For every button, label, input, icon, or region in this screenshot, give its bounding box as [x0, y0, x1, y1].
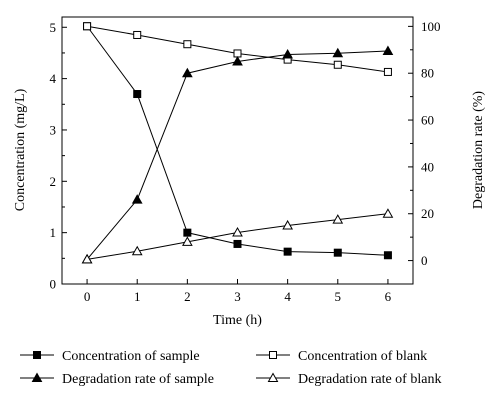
- data-point: [383, 67, 392, 76]
- x-tick-label: 5: [335, 289, 342, 304]
- legend-item-conc-sample: Concentration of sample: [20, 349, 200, 364]
- data-point: [183, 40, 192, 49]
- y-left-tick-label: 5: [50, 20, 57, 35]
- y-axis-right: 0 20 40 60 80 100: [408, 19, 441, 268]
- data-point: [283, 247, 292, 256]
- y-axis-left: 0 1 2 3 4 5: [50, 20, 67, 292]
- y-right-tick-label: 100: [421, 19, 441, 34]
- x-axis: 0 1 2 3 4 5 6: [84, 279, 392, 304]
- y-right-tick-label: 0: [421, 253, 428, 268]
- y-right-tick-label: 40: [421, 159, 434, 174]
- legend: Concentration of sample Concentration of…: [20, 349, 441, 387]
- data-point: [182, 236, 193, 246]
- data-point: [383, 251, 392, 260]
- series-layer: [81, 22, 394, 264]
- data-point: [81, 253, 93, 264]
- x-tick-label: 3: [234, 289, 241, 304]
- x-tick-label: 0: [84, 289, 91, 304]
- data-point: [133, 30, 142, 39]
- data-point: [233, 49, 242, 58]
- y-left-tick-label: 1: [50, 225, 57, 240]
- legend-item-deg-blank: Degradation rate of blank: [256, 372, 441, 387]
- data-point: [282, 219, 293, 230]
- svg-text:Concentration of blank: Concentration of blank: [298, 349, 427, 364]
- data-point: [133, 90, 142, 99]
- data-point: [183, 228, 192, 237]
- data-point: [233, 239, 242, 248]
- data-point: [333, 60, 342, 69]
- data-point: [382, 208, 394, 218]
- data-point: [282, 48, 293, 59]
- y-right-tick-label: 20: [421, 206, 434, 221]
- legend-item-deg-sample: Degradation rate of sample: [20, 372, 214, 387]
- x-tick-label: 2: [184, 289, 191, 304]
- svg-text:Degradation rate of blank: Degradation rate of blank: [298, 372, 441, 387]
- data-point: [131, 194, 143, 204]
- svg-text:Degradation rate of sample: Degradation rate of sample: [62, 372, 214, 387]
- y-left-tick-label: 0: [50, 277, 57, 292]
- data-point: [232, 55, 243, 66]
- x-tick-label: 4: [284, 289, 291, 304]
- data-point: [232, 226, 243, 237]
- y-left-tick-label: 2: [50, 174, 57, 189]
- x-tick-label: 6: [385, 289, 392, 304]
- y-left-tick-label: 4: [50, 71, 57, 86]
- data-point: [182, 67, 193, 78]
- data-point: [83, 22, 92, 31]
- y-axis-right-title: Degradation rate (%): [471, 91, 486, 209]
- svg-text:Concentration of sample: Concentration of sample: [62, 349, 200, 364]
- legend-item-conc-blank: Concentration of blank: [256, 349, 427, 364]
- y-right-tick-label: 60: [421, 113, 434, 128]
- data-point: [333, 248, 342, 257]
- y-right-tick-label: 80: [421, 66, 434, 81]
- data-point: [131, 245, 143, 256]
- data-point: [332, 47, 344, 58]
- data-point: [382, 45, 394, 55]
- y-axis-left-title: Concentration (mg/L): [13, 88, 28, 211]
- x-tick-label: 1: [134, 289, 141, 304]
- x-axis-title: Time (h): [213, 313, 262, 328]
- y-left-tick-label: 3: [50, 122, 57, 137]
- data-point: [332, 214, 344, 224]
